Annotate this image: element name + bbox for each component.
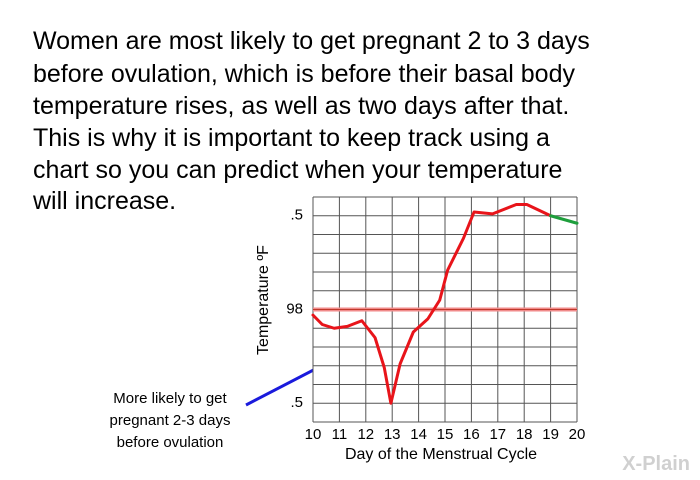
logo: X-Plain [622,453,690,475]
x-tick-label: 17 [489,426,506,443]
x-tick-label: 11 [332,426,348,443]
y-tick-label: .5 [290,207,303,224]
y-tick-label: 98 [286,300,303,317]
paragraph-line: chart so you can predict when your tempe… [33,156,562,184]
y-axis-label: Temperature ºF [255,245,272,355]
data-line [311,203,553,405]
data-line [549,214,579,225]
x-tick-label: 15 [437,426,454,443]
x-tick-label: 20 [569,426,586,443]
paragraph-line: temperature rises, as well as two days a… [33,92,569,120]
paragraph-line: will increase. [32,187,176,215]
x-tick-label: 19 [542,426,559,443]
x-tick-label: 10 [305,426,322,443]
x-axis-label: Day of the Menstrual Cycle [345,446,537,463]
plot: 10 11 12 13 14 15 16 17 18 19 20 .5 98 .5 [286,196,586,443]
x-tick-label: 13 [384,426,401,443]
paragraph-line: Women are most likely to get pregnant 2 … [33,27,590,55]
annotation-line: More likely to get [113,390,227,407]
y-tick-label: .5 [290,394,303,411]
annotation-line: before ovulation [117,434,224,451]
annotation: More likely to get pregnant 2-3 days bef… [110,344,362,451]
x-tick-label: 18 [516,426,533,443]
paragraph: Women are most likely to get pregnant 2 … [32,27,590,215]
x-tick-label: 14 [410,426,427,443]
x-tick-label: 16 [463,426,480,443]
paragraph-line: This is why it is important to keep trac… [33,124,550,152]
x-tick-label: 12 [357,426,374,443]
annotation-line: pregnant 2-3 days [110,412,231,429]
paragraph-line: before ovulation, which is before their … [33,60,575,88]
